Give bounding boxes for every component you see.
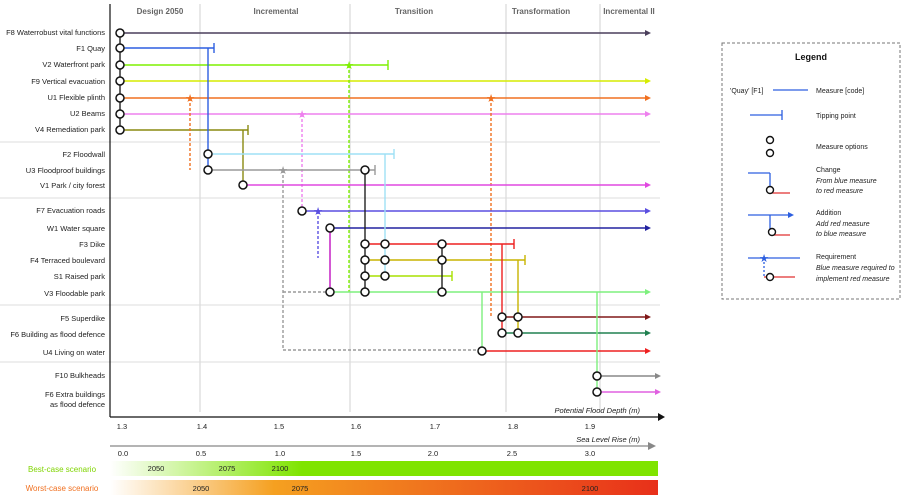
measure-label: F2 Floodwall	[62, 150, 105, 159]
measure-label: F7 Evacuation roads	[36, 206, 105, 215]
measure-label: F8 Waterrobust vital functions	[6, 28, 105, 37]
flood-tick: 1.9	[585, 422, 595, 431]
svg-text:★: ★	[185, 93, 195, 105]
flood-tick: 1.4	[197, 422, 207, 431]
legend-measure-code: Measure [code]	[816, 88, 864, 95]
worst-year: 2050	[193, 484, 210, 493]
legend-title: Legend	[795, 52, 827, 62]
scenario-bars: Best-case scenario Worst-case scenario 2…	[26, 461, 658, 495]
slr-tick: 1.5	[351, 449, 361, 458]
best-case-bar	[110, 461, 658, 476]
legend-change-desc: to red measure	[816, 188, 863, 195]
best-year: 2075	[219, 464, 236, 473]
slr-tick: 2.5	[507, 449, 517, 458]
legend-change: Change	[816, 167, 841, 174]
measure-labels: F8 Waterrobust vital functions F1 Quay V…	[6, 28, 106, 409]
svg-text:★: ★	[344, 60, 354, 72]
best-year: 2050	[148, 464, 165, 473]
slr-tick: 0.0	[118, 449, 128, 458]
flood-tick: 1.5	[274, 422, 284, 431]
measure-label: F1 Quay	[76, 44, 105, 53]
measure-label: V3 Floodable park	[44, 289, 105, 298]
svg-text:★: ★	[486, 93, 496, 105]
slr-tick: 3.0	[585, 449, 595, 458]
worst-case-label: Worst-case scenario	[26, 484, 99, 493]
flood-depth-axis-label: Potential Flood Depth (m)	[555, 406, 641, 415]
measure-label: F9 Vertical evacuation	[31, 77, 105, 86]
flood-tick: 1.7	[430, 422, 440, 431]
slr-tick: 2.0	[428, 449, 438, 458]
measure-label: U1 Flexible plinth	[47, 93, 105, 102]
measure-label: W1 Water square	[47, 224, 105, 233]
legend-requirement-desc: Blue measure required to	[816, 265, 895, 272]
sea-level-axis-label: Sea Level Rise (m)	[576, 435, 640, 444]
header-transition: Transition	[395, 7, 433, 16]
legend-options: Measure options	[816, 144, 868, 151]
legend-quay: 'Quay' [F1]	[730, 88, 763, 95]
measure-label: F5 Superdike	[60, 314, 105, 323]
measure-label: F6 Extra buildings	[45, 390, 105, 399]
column-dividers	[199, 4, 601, 412]
measure-label: F4 Terraced boulevard	[30, 256, 105, 265]
legend-tipping: Tipping point	[816, 113, 856, 120]
worst-year: 2100	[582, 484, 599, 493]
slr-tick: 0.5	[196, 449, 206, 458]
header-incremental-ii: Incremental II	[603, 7, 655, 16]
measure-label: S1 Raised park	[54, 272, 106, 281]
header-design-2050: Design 2050	[137, 7, 184, 16]
requirement-stars: ★ ★ ★ ★ ★ ★	[185, 60, 496, 218]
measure-label: F6 Building as flood defence	[10, 330, 105, 339]
best-year: 2100	[272, 464, 289, 473]
measure-label: U4 Living on water	[43, 348, 106, 357]
legend-addition-desc: to blue measure	[816, 231, 866, 238]
svg-text:★: ★	[297, 109, 307, 121]
slr-tick: 1.0	[275, 449, 285, 458]
measure-label: V4 Remediation park	[35, 125, 105, 134]
worst-year: 2075	[292, 484, 309, 493]
legend-addition-desc: Add red measure	[815, 221, 870, 228]
svg-text:★: ★	[313, 206, 323, 218]
header-transformation: Transformation	[512, 7, 570, 16]
legend-change-desc: From blue measure	[816, 178, 877, 185]
worst-case-bar	[110, 480, 658, 495]
best-case-label: Best-case scenario	[28, 465, 97, 474]
pathway-lines	[119, 32, 655, 393]
flood-tick: 1.8	[508, 422, 518, 431]
header-incremental: Incremental	[254, 7, 299, 16]
measure-label: as flood defence	[50, 400, 105, 409]
measure-label: U3 Floodproof buildings	[26, 166, 105, 175]
legend-requirement-desc: implement red measure	[816, 276, 890, 283]
flood-tick: 1.6	[351, 422, 361, 431]
measure-label: F3 Dike	[79, 240, 105, 249]
sea-level-axis: Sea Level Rise (m) 0.0 0.5 1.0 1.5 2.0 2…	[110, 435, 656, 458]
legend-addition: Addition	[816, 210, 841, 217]
legend: Legend 'Quay' [F1] Measure [code] Tippin…	[721, 42, 901, 300]
measure-label: F10 Bulkheads	[55, 371, 105, 380]
flood-tick: 1.3	[117, 422, 127, 431]
flood-depth-axis: Potential Flood Depth (m) 1.3 1.4 1.5 1.…	[109, 4, 665, 431]
svg-text:★: ★	[278, 165, 288, 177]
legend-requirement: Requirement	[816, 254, 856, 261]
measure-label: V1 Park / city forest	[40, 181, 106, 190]
measure-option-nodes	[115, 28, 602, 397]
measure-label: V2 Waterfront park	[42, 60, 105, 69]
measure-label: U2 Beams	[70, 109, 105, 118]
arrow-heads	[645, 30, 661, 395]
